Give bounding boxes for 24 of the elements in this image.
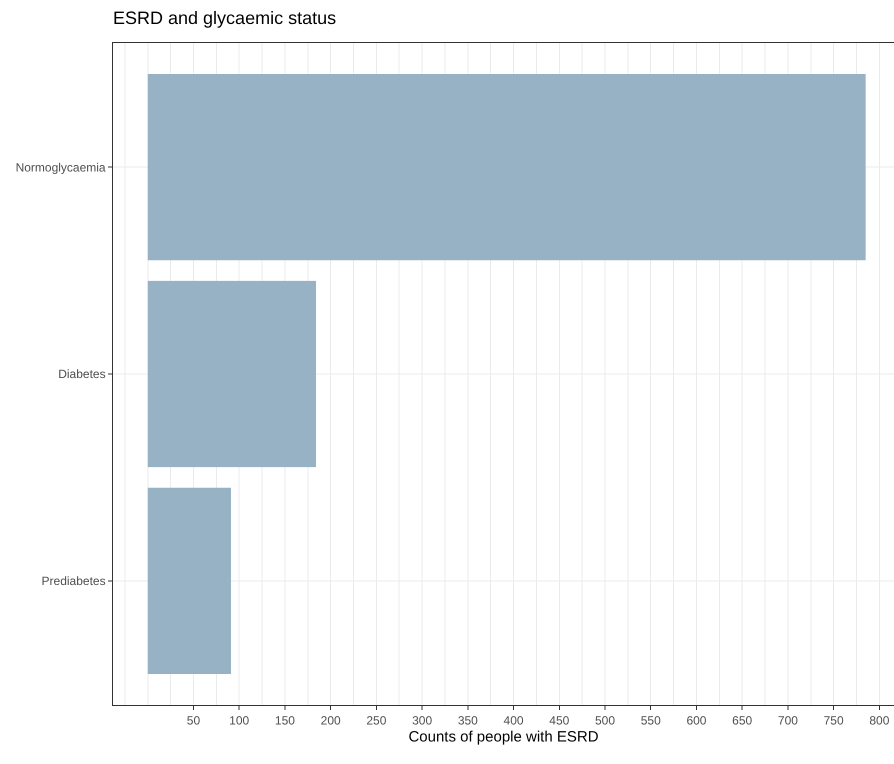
x-tick-label: 100 — [229, 713, 250, 728]
y-tick-label: Normoglycaemia — [16, 160, 106, 174]
x-tick-label: 500 — [594, 713, 616, 728]
x-axis-title: Counts of people with ESRD — [408, 728, 599, 746]
x-tick-label: 200 — [320, 713, 341, 728]
x-tick-label: 400 — [504, 713, 524, 728]
x-tick-label: 50 — [186, 713, 200, 728]
x-tick-label: 550 — [640, 713, 662, 728]
x-tick-label: 150 — [274, 713, 296, 728]
bar — [148, 280, 316, 468]
x-tick-label: 250 — [366, 713, 387, 728]
x-tick-label: 700 — [778, 713, 798, 728]
x-tick-label: 650 — [732, 713, 753, 728]
bar — [148, 488, 231, 674]
bar — [148, 74, 866, 260]
x-tick-label: 750 — [824, 713, 844, 728]
x-tick-label: 350 — [458, 713, 478, 728]
y-tick-label: Diabetes — [58, 367, 106, 382]
x-tick-label: 800 — [869, 713, 890, 728]
x-tick-label: 600 — [686, 713, 707, 728]
chart-title: ESRD and glycaemic status — [113, 8, 336, 28]
x-tick-label: 450 — [549, 713, 570, 728]
y-tick-label: Prediabetes — [42, 574, 106, 588]
x-tick-label: 300 — [412, 713, 432, 728]
